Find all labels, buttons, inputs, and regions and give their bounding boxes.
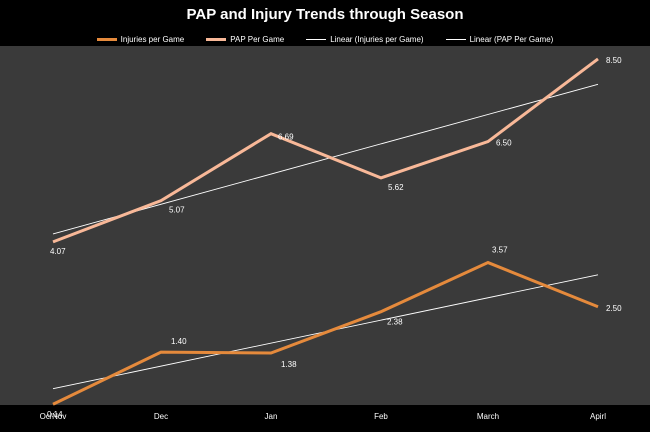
data-label: 3.57: [492, 246, 508, 255]
data-label: 1.38: [281, 360, 297, 369]
plot-area: [0, 46, 650, 405]
x-tick-label: Dec: [154, 412, 168, 421]
legend-swatch: [306, 38, 327, 40]
legend-item: PAP Per Game: [206, 35, 284, 44]
legend-label: Injuries per Game: [120, 34, 185, 44]
legend-label: Linear (Injuries per Game): [330, 34, 424, 44]
data-label: 6.69: [278, 133, 294, 142]
data-label: 8.50: [606, 56, 622, 65]
x-tick-label: Oc/Nov: [40, 412, 67, 421]
legend-swatch: [96, 37, 117, 41]
chart-title: PAP and Injury Trends through Season: [186, 6, 464, 23]
legend-label: PAP Per Game: [230, 34, 285, 44]
series-line-pap: [52, 57, 599, 244]
series-line-injuries: [52, 260, 599, 406]
legend-item: Linear (PAP Per Game): [445, 34, 554, 44]
x-tick-label: Jan: [265, 412, 278, 421]
legend-item: Linear (Injuries per Game): [306, 34, 424, 44]
data-label: 1.40: [171, 337, 187, 346]
trendline-2: [52, 83, 599, 235]
data-label: 2.50: [606, 304, 622, 313]
data-label: 5.62: [388, 183, 404, 192]
legend-swatch: [206, 37, 227, 41]
data-label: 0.14: [47, 410, 63, 419]
data-label: 4.07: [50, 247, 66, 256]
data-label: 6.50: [496, 139, 512, 148]
chart-legend: Injuries per Game PAP Per Game Linear (Inj…: [0, 32, 650, 46]
data-label: 2.38: [387, 318, 403, 327]
x-tick-label: Feb: [374, 412, 388, 421]
legend-label: Linear (PAP Per Game): [469, 34, 554, 44]
legend-item: Injuries per Game: [96, 34, 185, 44]
x-tick-label: March: [477, 412, 499, 421]
data-label: 5.07: [169, 206, 185, 215]
legend-swatch: [445, 38, 466, 40]
x-tick-label: Apirl: [590, 412, 606, 421]
